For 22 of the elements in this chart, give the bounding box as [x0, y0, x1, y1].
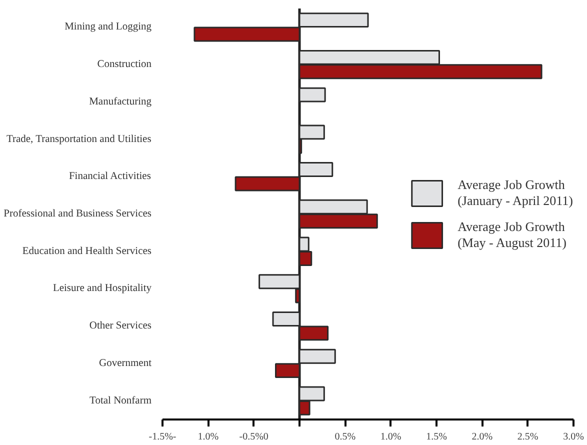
x-tick-label: 1.0% — [198, 432, 219, 442]
y-tick-label: Construction — [97, 59, 152, 70]
x-tick-label: 2.0% — [472, 432, 493, 442]
y-tick-label: Financial Activities — [68, 171, 151, 182]
x-tick-label: 1.5% — [426, 432, 447, 442]
x-tick-label: 1.0% — [380, 432, 402, 442]
legend-label: Average Job Growth (January - April 2011) — [458, 176, 573, 208]
y-tick-label: Professional and Business Services — [4, 208, 152, 220]
x-tick-label: 0.5% — [334, 432, 356, 442]
x-tick-label: -1.5%- — [148, 432, 176, 442]
y-tick-label: Leisure and Hospitality — [52, 283, 152, 294]
x-tick-label: 3.0% — [563, 432, 584, 442]
y-tick-label: Government — [99, 358, 152, 369]
y-tick-label: Education and Health Services — [22, 246, 152, 257]
x-tick-label: 2.5% — [517, 432, 538, 442]
y-tick-label: Mining and Logging — [64, 22, 152, 33]
y-tick-label: Total Nonfarm — [90, 395, 152, 406]
y-tick-label: Other Services — [89, 320, 152, 332]
legend-label: Average Job Growth (May - August 2011) — [458, 218, 567, 250]
y-tick-label: Trade, Transportation and Utilities — [6, 134, 152, 145]
y-tick-label: Manufacturing — [89, 96, 152, 108]
x-tick-label: -0.5%0 — [239, 432, 268, 442]
